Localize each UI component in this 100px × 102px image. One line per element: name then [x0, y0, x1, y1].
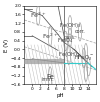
Text: Fe(OH)$_2$: Fe(OH)$_2$ [57, 50, 80, 59]
Text: Fe$_3$O$_4$: Fe$_3$O$_4$ [57, 37, 74, 45]
Bar [24, 59, 64, 64]
Text: corr.: corr. [75, 29, 85, 34]
Text: pass.: pass. [64, 35, 76, 40]
Text: Fe: Fe [46, 74, 54, 80]
Text: imm.: imm. [42, 77, 54, 82]
Text: Fe$^{2+}$: Fe$^{2+}$ [42, 32, 58, 41]
Text: HFeO$_2^-$: HFeO$_2^-$ [74, 53, 94, 63]
Text: Fe(OH)$_3$: Fe(OH)$_3$ [59, 21, 81, 30]
X-axis label: pH: pH [56, 93, 64, 98]
Y-axis label: E (V): E (V) [4, 38, 9, 52]
Text: Fe$^{3+}$: Fe$^{3+}$ [30, 11, 46, 20]
